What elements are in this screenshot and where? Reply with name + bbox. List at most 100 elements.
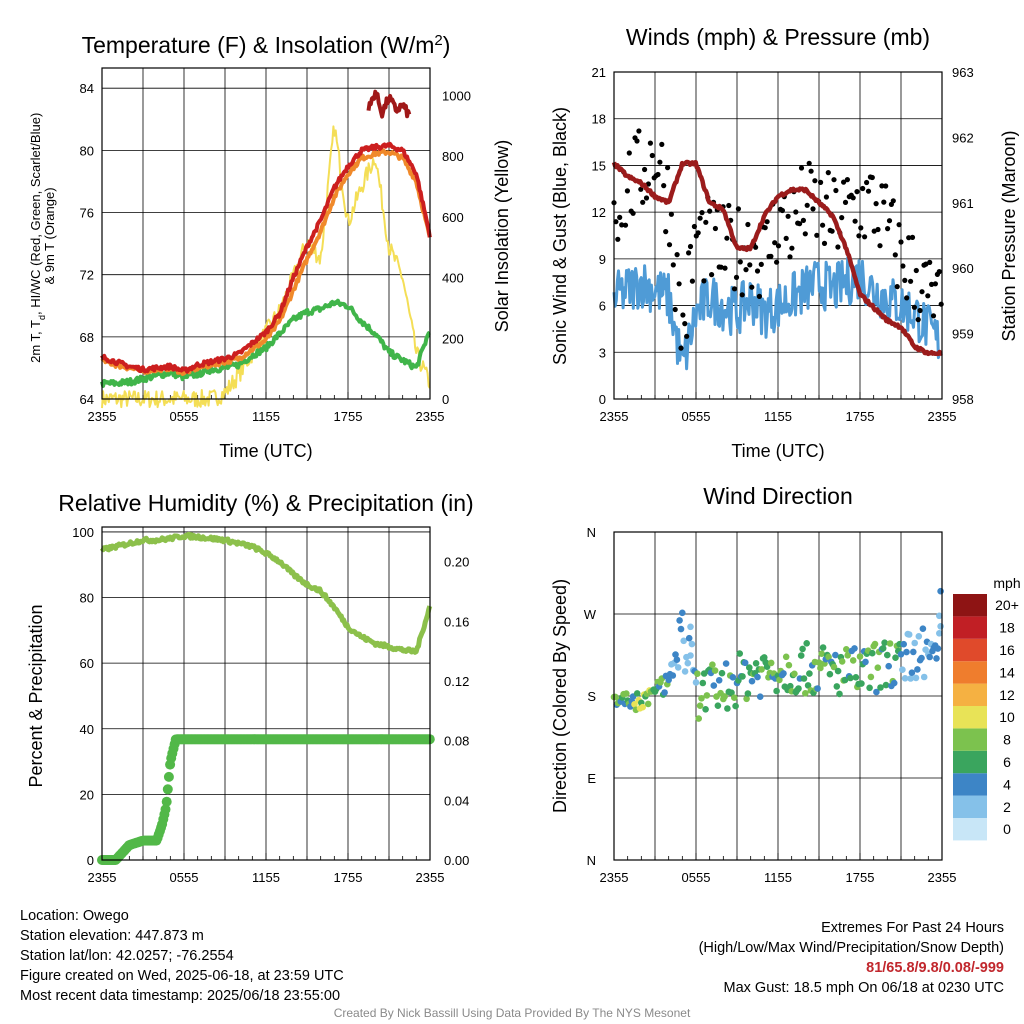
wind-gust-point <box>831 177 837 183</box>
humidity-xtick-label: 1755 <box>334 870 363 885</box>
wind-gust-point <box>649 152 655 159</box>
direction-point <box>773 687 780 695</box>
pressure-ytick-label: 962 <box>952 130 974 145</box>
wind-gust-point <box>709 272 715 278</box>
winds-xtick-label: 1155 <box>764 409 792 424</box>
winds-xlabel: Time (UTC) <box>731 441 824 461</box>
location-text: Location: Owego <box>20 908 129 924</box>
latlon-text: Station lat/lon: 42.0257; -76.2554 <box>20 948 234 964</box>
wind-gust-point <box>659 141 665 147</box>
direction-point <box>849 657 857 664</box>
wind-gust-point <box>666 242 673 248</box>
direction-point <box>937 587 944 595</box>
wind-gust-point <box>665 165 671 171</box>
direction-point <box>758 666 765 673</box>
direction-point <box>736 650 743 657</box>
winds-title: Winds (mph) & Pressure (mb) <box>626 24 930 50</box>
wind-gust-point <box>858 225 864 231</box>
direction-point <box>830 663 838 671</box>
direction-point <box>901 675 909 682</box>
wind-gust-point <box>877 243 883 249</box>
winds-xtick-label: 1755 <box>846 409 875 424</box>
wind-gust-point <box>896 222 902 228</box>
wind-gust-point <box>894 284 900 290</box>
direction-point <box>746 664 753 671</box>
precip-ytick-label: 0.16 <box>444 614 469 629</box>
wind-gust-point <box>707 208 713 214</box>
direction-point <box>834 667 842 675</box>
wind-gust-point <box>919 289 925 295</box>
direction-point <box>852 674 860 681</box>
dewpoint-line <box>100 298 431 388</box>
direction-point <box>833 683 841 690</box>
wind-gust-point <box>684 333 690 339</box>
wind-gust-point <box>885 226 891 232</box>
wind-gust-point <box>657 159 663 165</box>
wind-gust-point <box>915 317 921 323</box>
wind-gust-point <box>749 284 755 290</box>
legend-label: 2 <box>1003 799 1011 815</box>
direction-point <box>903 648 910 656</box>
direction-point <box>714 702 722 709</box>
wind-gust-point <box>883 183 889 189</box>
winds-ylabel-right: Station Pressure (Maroon) <box>999 130 1019 341</box>
wind-gust-point <box>875 226 881 233</box>
pressure-line <box>611 159 943 357</box>
wind-gust-point <box>772 240 778 246</box>
direction-point <box>673 656 681 663</box>
direction-point <box>739 673 746 680</box>
direction-point <box>926 653 933 661</box>
elevation-text: Station elevation: 447.873 m <box>20 928 204 944</box>
direction-point <box>685 634 693 642</box>
temperature-plot-frame <box>101 67 431 400</box>
direction-point <box>743 695 750 703</box>
wind-gust-point <box>864 179 870 186</box>
direction-point <box>787 682 794 690</box>
legend-swatch <box>953 638 987 662</box>
temperature-xtick-label: 1755 <box>334 409 363 424</box>
direction-point <box>644 700 652 708</box>
extremes-desc: (High/Low/Max Wind/Precipitation/Snow De… <box>698 940 1004 956</box>
wind-gust-point <box>624 188 631 194</box>
direction-point <box>695 715 702 722</box>
humidity-ytick-label: 60 <box>80 656 94 671</box>
direction-point <box>776 676 783 684</box>
direction-point <box>731 694 738 701</box>
direction-xtick-label: 2355 <box>600 870 629 885</box>
wind-gust-point <box>932 281 939 287</box>
direction-point <box>703 692 711 699</box>
legend-label: 12 <box>999 687 1015 703</box>
precip-point <box>163 771 174 782</box>
direction-point <box>752 660 760 667</box>
temperature-xtick-label: 0555 <box>170 409 199 424</box>
wind-gust-point <box>712 225 719 232</box>
direction-point <box>639 703 646 711</box>
wind-gust-point <box>691 223 698 230</box>
direction-point <box>920 673 928 681</box>
direction-point <box>676 617 683 624</box>
direction-point <box>885 662 892 670</box>
legend-swatch <box>953 818 987 841</box>
wind-gust-point <box>808 168 814 174</box>
direction-point <box>665 676 672 684</box>
wind-gust-point <box>774 259 780 265</box>
humidity-xtick-label: 0555 <box>170 870 199 885</box>
winds-ytick-label: 21 <box>592 65 606 80</box>
direction-point <box>874 664 882 671</box>
legend-swatch <box>953 795 987 818</box>
precip-ytick-label: 0.20 <box>444 555 469 570</box>
wind-gust-point <box>699 210 705 216</box>
direction-point <box>936 612 943 620</box>
humidity-xtick-label: 1155 <box>252 870 280 885</box>
wind-gust-point <box>779 207 786 214</box>
wind-gust-point <box>661 183 667 189</box>
insolation-ytick-label: 800 <box>442 149 464 164</box>
direction-point <box>825 653 832 661</box>
wind-gust-point <box>802 231 808 237</box>
direction-point <box>722 660 730 667</box>
wind-gust-point <box>695 230 701 236</box>
wind-gust-point <box>670 262 676 268</box>
direction-point <box>836 690 843 698</box>
wind-gust-point <box>823 194 830 200</box>
direction-point <box>633 690 641 697</box>
